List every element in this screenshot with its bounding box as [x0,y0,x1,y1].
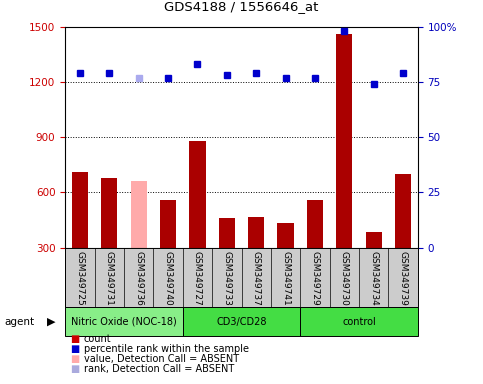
Text: GSM349733: GSM349733 [222,251,231,306]
Bar [183,307,300,336]
Text: count: count [84,334,111,344]
Text: GSM349727: GSM349727 [193,251,202,305]
Text: GSM349741: GSM349741 [281,251,290,305]
Bar [336,34,353,248]
Text: GSM349734: GSM349734 [369,251,378,305]
Text: agent: agent [5,316,35,327]
Text: GSM349725: GSM349725 [75,251,85,305]
Text: value, Detection Call = ABSENT: value, Detection Call = ABSENT [84,354,239,364]
Text: percentile rank within the sample: percentile rank within the sample [84,344,249,354]
Text: GSM349739: GSM349739 [398,251,408,306]
Bar [130,182,147,248]
Text: ■: ■ [70,344,79,354]
Text: rank, Detection Call = ABSENT: rank, Detection Call = ABSENT [84,364,234,374]
Text: ■: ■ [70,364,79,374]
Text: ▶: ▶ [47,316,56,327]
Bar [278,223,294,248]
Bar [300,307,418,336]
Bar [395,174,411,248]
Bar [65,307,183,336]
Bar [307,200,323,248]
Text: GSM349736: GSM349736 [134,251,143,306]
Text: ■: ■ [70,334,79,344]
Text: GSM349731: GSM349731 [105,251,114,306]
Bar [101,178,117,248]
Text: GSM349740: GSM349740 [164,251,172,305]
Bar [72,172,88,248]
Text: control: control [342,316,376,327]
Text: GSM349737: GSM349737 [252,251,261,306]
Text: ■: ■ [70,354,79,364]
Text: CD3/CD28: CD3/CD28 [216,316,267,327]
Bar [189,141,205,248]
Bar [219,218,235,248]
Text: GDS4188 / 1556646_at: GDS4188 / 1556646_at [164,0,319,13]
Text: Nitric Oxide (NOC-18): Nitric Oxide (NOC-18) [71,316,177,327]
Bar [160,200,176,248]
Bar [248,217,264,248]
Bar [366,232,382,248]
Text: GSM349729: GSM349729 [311,251,319,305]
Text: GSM349730: GSM349730 [340,251,349,306]
